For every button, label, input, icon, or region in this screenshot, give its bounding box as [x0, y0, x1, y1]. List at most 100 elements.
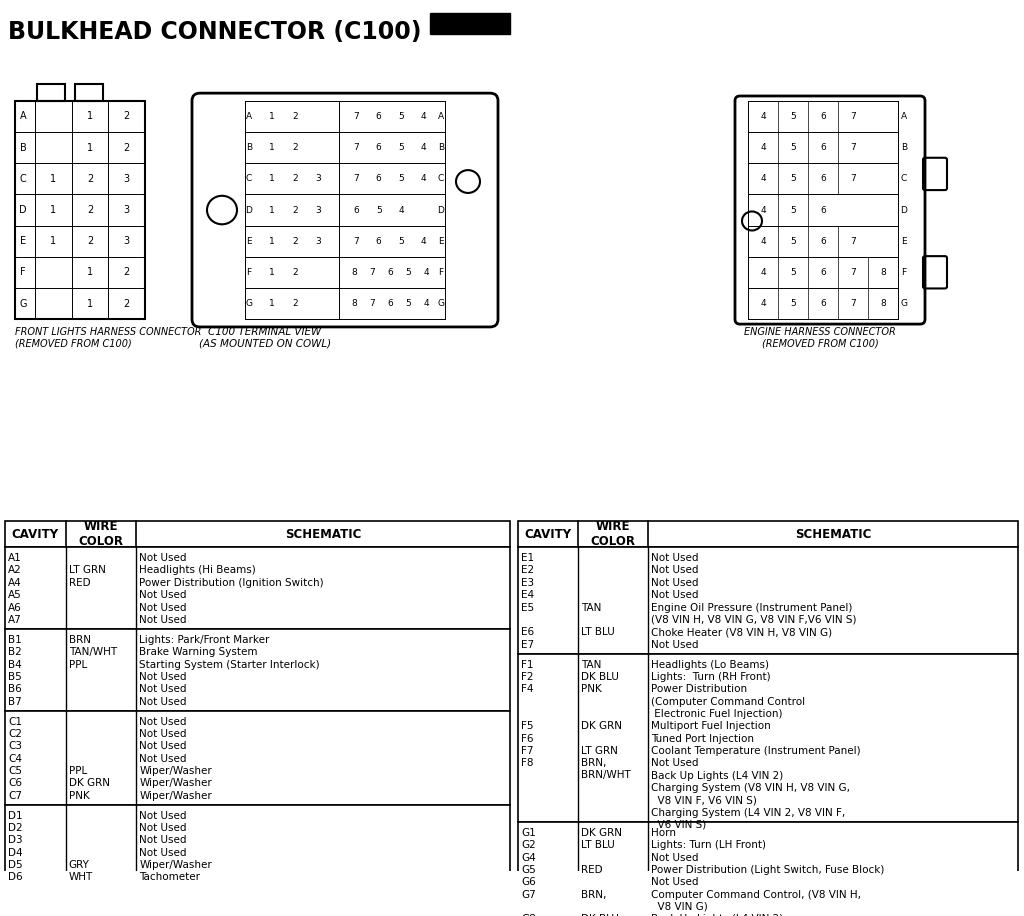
Text: 4: 4	[421, 112, 427, 121]
Text: B7: B7	[8, 697, 22, 706]
Text: Wiper/Washer: Wiper/Washer	[139, 860, 212, 870]
Text: 4: 4	[423, 268, 429, 277]
Text: SCHEMATIC: SCHEMATIC	[795, 528, 871, 540]
Text: G: G	[437, 300, 444, 308]
Text: F2: F2	[521, 672, 534, 682]
Text: G6: G6	[521, 878, 536, 888]
Text: TAN: TAN	[581, 660, 601, 670]
Bar	[5, 711, 510, 805]
Text: Tachometer: Tachometer	[139, 872, 201, 882]
Text: F7: F7	[521, 746, 534, 756]
Text: 3: 3	[315, 205, 322, 214]
Text: 5: 5	[791, 300, 796, 308]
Text: Not Used: Not Used	[139, 848, 186, 857]
Text: Wiper/Washer: Wiper/Washer	[139, 766, 212, 776]
Text: 1: 1	[87, 112, 93, 121]
Text: 6: 6	[820, 205, 826, 214]
Text: Not Used: Not Used	[139, 811, 186, 821]
Text: GRY: GRY	[69, 860, 89, 870]
Text: 6: 6	[820, 268, 826, 277]
Text: 2: 2	[124, 267, 130, 278]
Text: (V8 VIN H, V8 VIN G, V8 VIN F,V6 VIN S): (V8 VIN H, V8 VIN G, V8 VIN F,V6 VIN S)	[651, 615, 856, 625]
Text: A: A	[438, 112, 444, 121]
Text: F5: F5	[521, 722, 534, 731]
Text: BRN,: BRN,	[581, 889, 606, 900]
Text: Not Used: Not Used	[139, 615, 186, 625]
Text: LT BLU: LT BLU	[581, 840, 614, 850]
Text: 7: 7	[369, 268, 375, 277]
Text: F1: F1	[521, 660, 534, 670]
Text: A2: A2	[8, 565, 22, 575]
Text: Starting System (Starter Interlock): Starting System (Starter Interlock)	[139, 660, 319, 670]
Text: SCHEMATIC: SCHEMATIC	[285, 528, 361, 540]
Text: 7: 7	[353, 143, 359, 152]
Text: DK GRN: DK GRN	[69, 779, 110, 789]
Text: E4: E4	[521, 590, 535, 600]
Text: A6: A6	[8, 603, 22, 613]
Text: 3: 3	[315, 174, 322, 183]
Text: F: F	[20, 267, 26, 278]
Text: 6: 6	[353, 205, 359, 214]
Text: 2: 2	[124, 112, 130, 121]
Text: RED: RED	[69, 578, 90, 588]
Text: 7: 7	[353, 174, 359, 183]
Text: Wiper/Washer: Wiper/Washer	[139, 791, 212, 801]
Text: Not Used: Not Used	[139, 741, 186, 751]
Text: 5: 5	[406, 268, 411, 277]
Text: 6: 6	[820, 300, 826, 308]
Text: 1: 1	[87, 267, 93, 278]
Text: PPL: PPL	[69, 766, 87, 776]
Text: Headlights (Hi Beams): Headlights (Hi Beams)	[139, 565, 256, 575]
Text: Not Used: Not Used	[651, 578, 698, 588]
Text: 6: 6	[387, 268, 393, 277]
Text: 1: 1	[268, 112, 274, 121]
Text: Power Distribution (Ignition Switch): Power Distribution (Ignition Switch)	[139, 578, 324, 588]
Text: 2: 2	[87, 174, 93, 184]
Text: 7: 7	[850, 300, 856, 308]
Text: Not Used: Not Used	[139, 716, 186, 726]
Text: Not Used: Not Used	[651, 853, 698, 863]
Text: WIRE
COLOR: WIRE COLOR	[79, 520, 124, 548]
Text: 6: 6	[376, 236, 382, 245]
Text: F4: F4	[521, 684, 534, 694]
Text: E: E	[19, 236, 26, 246]
Text: E1: E1	[521, 553, 535, 563]
Text: G: G	[19, 299, 27, 309]
Text: 4: 4	[423, 300, 429, 308]
Text: C6: C6	[8, 779, 22, 789]
Text: A1: A1	[8, 553, 22, 563]
Text: 6: 6	[387, 300, 393, 308]
Text: C7: C7	[8, 791, 22, 801]
Text: 6: 6	[820, 143, 826, 152]
Text: Lights:  Turn (RH Front): Lights: Turn (RH Front)	[651, 672, 771, 682]
Text: B6: B6	[8, 684, 22, 694]
Text: Wiper/Washer: Wiper/Washer	[139, 779, 212, 789]
Text: 7: 7	[353, 236, 359, 245]
Text: E7: E7	[521, 639, 535, 649]
Text: Not Used: Not Used	[651, 553, 698, 563]
Text: Coolant Temperature (Instrument Panel): Coolant Temperature (Instrument Panel)	[651, 746, 860, 756]
Text: B4: B4	[8, 660, 22, 670]
Text: Not Used: Not Used	[139, 835, 186, 845]
Text: DK BLU: DK BLU	[581, 672, 618, 682]
Text: 1: 1	[50, 236, 56, 246]
Text: TAN: TAN	[581, 603, 601, 613]
Text: 8: 8	[351, 268, 357, 277]
Text: PPL: PPL	[69, 660, 87, 670]
Text: Brake Warning System: Brake Warning System	[139, 648, 258, 658]
Text: C3: C3	[8, 741, 22, 751]
Text: 5: 5	[791, 205, 796, 214]
Text: G7: G7	[521, 889, 536, 900]
Text: E: E	[901, 236, 907, 245]
Text: Not Used: Not Used	[651, 639, 698, 649]
Text: 2: 2	[292, 143, 298, 152]
Text: Multiport Fuel Injection: Multiport Fuel Injection	[651, 722, 771, 731]
Text: CAVITY: CAVITY	[11, 528, 58, 540]
Text: 2: 2	[292, 112, 298, 121]
Text: F: F	[247, 268, 252, 277]
Text: 4: 4	[421, 236, 427, 245]
Text: D: D	[900, 205, 907, 214]
Text: 5: 5	[791, 268, 796, 277]
Text: C2: C2	[8, 729, 22, 739]
Text: 3: 3	[124, 236, 130, 246]
